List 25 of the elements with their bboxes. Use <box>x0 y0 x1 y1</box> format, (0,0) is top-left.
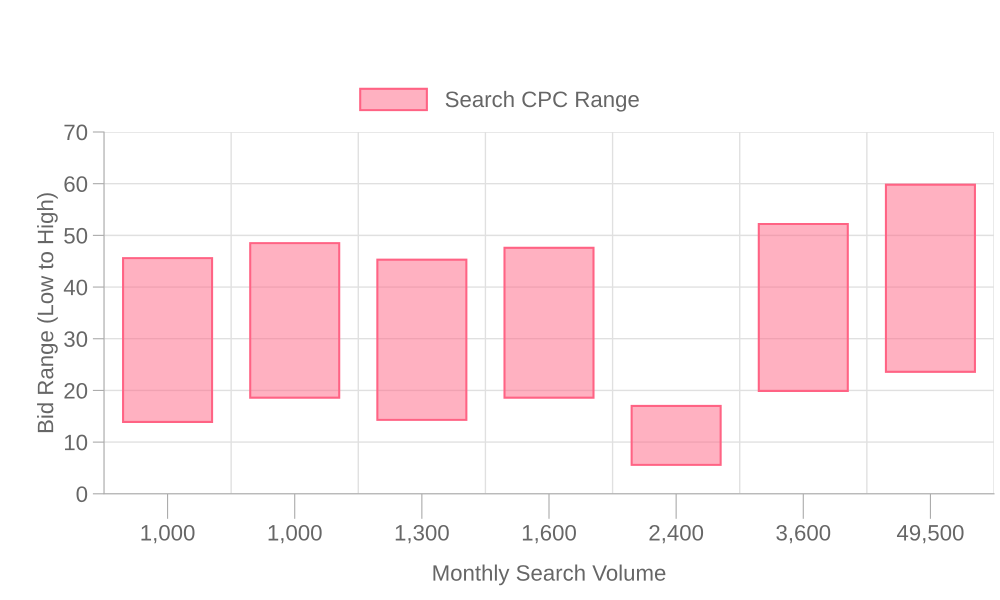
x-tick-label: 3,600 <box>776 524 830 544</box>
x-tick-label: 1,600 <box>522 524 576 544</box>
y-tick-label: 30 <box>64 331 88 348</box>
x-tick-label: 49,500 <box>896 524 964 544</box>
y-axis-title: Bid Range (Low to High) <box>37 193 58 432</box>
bar <box>122 257 214 423</box>
y-tick-label: 20 <box>64 382 88 399</box>
legend-label: Search CPC Range <box>446 90 639 112</box>
y-tick-label: 0 <box>76 486 88 502</box>
x-axis-title: Monthly Search Volume <box>433 564 666 586</box>
x-tick-label: 1,300 <box>396 524 449 544</box>
x-tick-label: 1,000 <box>268 524 322 544</box>
bar <box>630 404 722 466</box>
bar <box>376 258 468 421</box>
y-tick-label: 60 <box>64 176 88 192</box>
x-tick-label: 2,400 <box>649 524 704 544</box>
x-tick-label: 1,000 <box>141 524 195 544</box>
bar <box>884 184 976 373</box>
y-tick-label: 50 <box>64 228 88 244</box>
bar <box>249 242 340 399</box>
y-tick-label: 70 <box>64 124 88 140</box>
y-tick-label: 10 <box>65 434 88 450</box>
y-tick-label: 40 <box>64 280 88 296</box>
bar <box>758 222 849 392</box>
bar <box>503 246 595 399</box>
